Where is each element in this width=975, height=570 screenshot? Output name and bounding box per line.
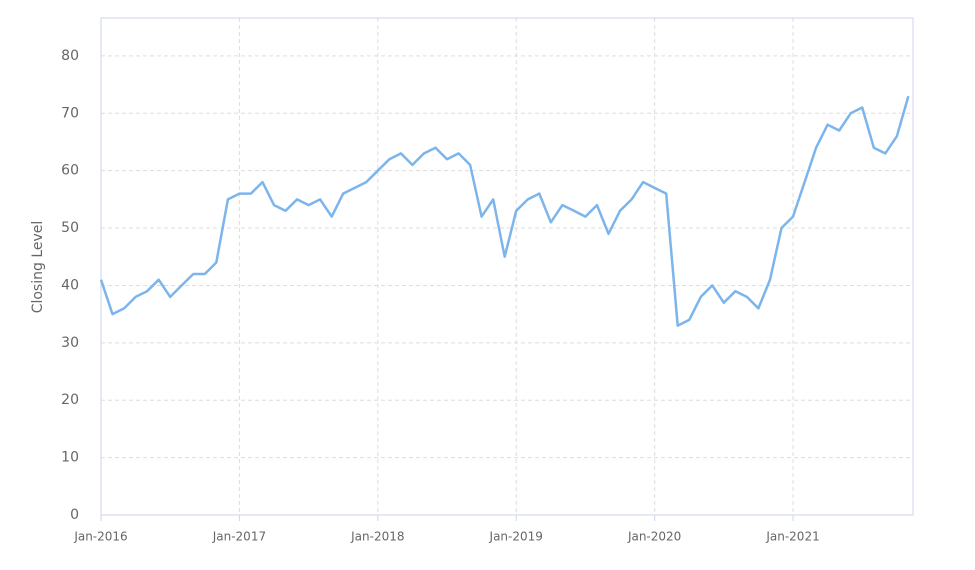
y-tick-label: 60 (61, 163, 79, 179)
y-tick-label: 30 (61, 335, 79, 351)
x-tick-label: Jan-2016 (73, 530, 127, 544)
y-tick-label: 10 (61, 450, 79, 466)
y-tick-label: 20 (61, 392, 79, 408)
x-tick-label: Jan-2018 (350, 530, 404, 544)
y-tick-label: 40 (61, 277, 79, 293)
y-tick-label: 50 (61, 220, 79, 236)
y-axis-label: Closing Level (30, 221, 46, 314)
y-tick-label: 80 (61, 48, 79, 64)
x-tick-label: Jan-2019 (489, 530, 543, 544)
plot-border (100, 17, 914, 516)
y-tick-label: 70 (61, 105, 79, 121)
x-tick-label: Jan-2017 (212, 530, 266, 544)
x-tick-label: Jan-2020 (627, 530, 681, 544)
y-tick-label: 0 (70, 507, 79, 523)
data-line (99, 95, 910, 327)
x-tick-label: Jan-2021 (765, 530, 819, 544)
